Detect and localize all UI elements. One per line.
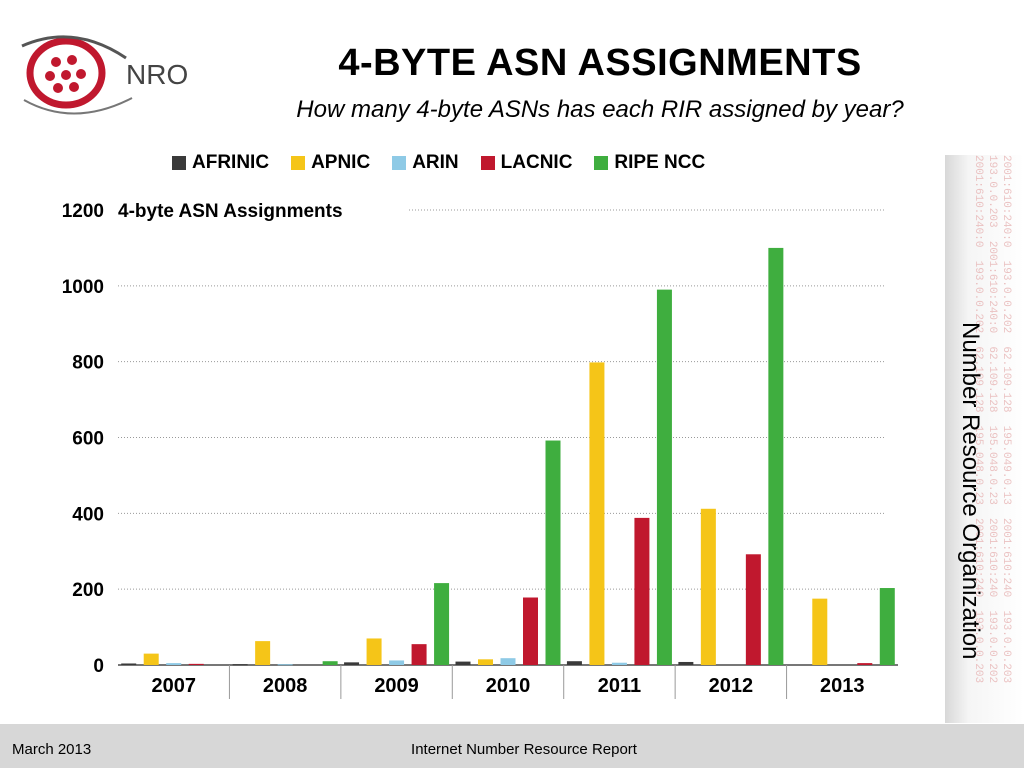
bar-afrinic-2010 xyxy=(455,661,471,665)
x-tick-label: 2010 xyxy=(486,675,531,697)
y-tick-label: 200 xyxy=(72,580,104,601)
y-tick-label: 1200 xyxy=(62,201,104,222)
legend-item-apnic: APNIC xyxy=(291,152,370,174)
chart-legend: AFRINIC APNIC ARIN LACNIC RIPE NCC xyxy=(172,150,705,176)
bar-afrinic-2008 xyxy=(232,664,248,666)
footer-bar: March 2013 Internet Number Resource Repo… xyxy=(0,724,1024,768)
bar-apnic-2010 xyxy=(478,659,493,665)
footer-report-name: Internet Number Resource Report xyxy=(411,741,637,758)
bar-arin-2011 xyxy=(611,662,627,665)
legend-item-afrinic: AFRINIC xyxy=(172,152,269,174)
legend-item-ripe-ncc: RIPE NCC xyxy=(594,152,705,174)
bar-lacnic-2007 xyxy=(188,663,204,665)
bar-arin-2010 xyxy=(500,658,516,665)
bar-apnic-2012 xyxy=(700,508,716,665)
chart-title-backdrop xyxy=(116,196,408,224)
bar-apnic-2007 xyxy=(143,653,159,665)
chart-title: 4-byte ASN Assignments xyxy=(118,201,343,222)
bar-ripe-ncc-2009 xyxy=(434,583,450,665)
bar-afrinic-2009 xyxy=(344,662,360,665)
legend-label: RIPE NCC xyxy=(614,152,706,173)
bar-apnic-2013 xyxy=(812,598,828,665)
y-tick-label: 800 xyxy=(72,353,104,374)
bar-arin-2007 xyxy=(166,663,182,665)
y-tick-label: 0 xyxy=(93,656,104,677)
y-tick-label: 400 xyxy=(72,504,104,525)
legend-swatch xyxy=(291,156,306,170)
x-tick-label: 2008 xyxy=(263,675,308,697)
x-tick-label: 2007 xyxy=(151,675,196,697)
x-tick-label: 2009 xyxy=(374,675,419,697)
bar-apnic-2011 xyxy=(589,362,605,665)
side-decoration-panel: 2001:610:240:0 193.0.0.202 62.109.128 19… xyxy=(945,155,1024,723)
legend-swatch xyxy=(392,156,407,170)
bar-afrinic-2007 xyxy=(121,663,137,665)
bar-arin-2009 xyxy=(389,660,405,665)
bar-ripe-ncc-2008 xyxy=(322,661,338,665)
page-title: 4-BYTE ASN ASSIGNMENTS xyxy=(338,42,862,84)
legend-label: AFRINIC xyxy=(192,152,270,173)
footer-date: March 2013 xyxy=(12,741,92,758)
y-tick-label: 600 xyxy=(72,429,104,450)
bar-lacnic-2010 xyxy=(523,597,538,665)
side-org-label: Number Resource Organization xyxy=(957,322,984,660)
bar-afrinic-2011 xyxy=(566,661,582,665)
logo-dots xyxy=(45,55,86,93)
bar-chart: 0 200 400 600 800 1000 1200 4-byte ASN Assignme… xyxy=(61,196,898,699)
logo-ring xyxy=(26,37,106,109)
legend-swatch xyxy=(480,156,495,170)
page-subtitle: How many 4-byte ASNs has each RIR assign… xyxy=(296,96,904,123)
x-tick-label: 2011 xyxy=(598,675,641,697)
logo-text: NRO xyxy=(126,59,188,90)
bar-afrinic-2012 xyxy=(678,661,694,665)
x-tick-label: 2012 xyxy=(709,675,754,697)
y-tick-label: 1000 xyxy=(62,277,104,298)
legend-label: ARIN xyxy=(412,152,459,173)
logo-swoosh-lower xyxy=(23,97,133,115)
bar-lacnic-2012 xyxy=(745,554,761,665)
legend-swatch xyxy=(172,156,186,170)
bar-ripe-ncc-2012 xyxy=(768,247,784,665)
legend-swatch xyxy=(594,156,609,170)
legend-label: APNIC xyxy=(311,152,371,173)
bar-apnic-2009 xyxy=(366,638,382,665)
bar-lacnic-2011 xyxy=(634,517,650,665)
legend-item-lacnic: LACNIC xyxy=(480,152,573,174)
legend-item-arin: ARIN xyxy=(392,152,459,174)
bar-ripe-ncc-2010 xyxy=(545,440,561,665)
x-tick-label: 2013 xyxy=(820,675,865,697)
bar-lacnic-2013 xyxy=(857,663,873,665)
bar-apnic-2008 xyxy=(255,641,271,665)
nro-logo: NRO xyxy=(21,35,188,115)
bar-ripe-ncc-2011 xyxy=(656,289,672,665)
bar-lacnic-2009 xyxy=(411,644,427,665)
bar-arin-2008 xyxy=(277,664,293,666)
bar-ripe-ncc-2013 xyxy=(879,588,895,665)
logo-swoosh xyxy=(21,35,127,60)
side-ip-watermark: 2001:610:240:0 193.0.0.202 62.109.128 19… xyxy=(972,155,1012,684)
legend-label: LACNIC xyxy=(500,152,573,173)
